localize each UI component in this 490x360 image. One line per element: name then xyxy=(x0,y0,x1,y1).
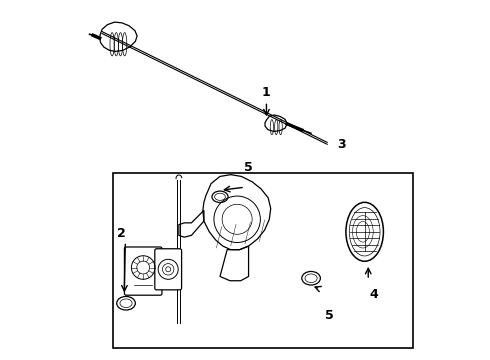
Text: 1: 1 xyxy=(262,86,271,99)
Text: 3: 3 xyxy=(337,138,346,151)
Text: 5: 5 xyxy=(324,309,333,322)
FancyBboxPatch shape xyxy=(124,247,162,295)
Text: 2: 2 xyxy=(118,227,126,240)
Text: 5: 5 xyxy=(244,161,253,174)
FancyBboxPatch shape xyxy=(155,249,182,290)
Bar xyxy=(113,173,413,348)
Text: 4: 4 xyxy=(369,288,378,301)
